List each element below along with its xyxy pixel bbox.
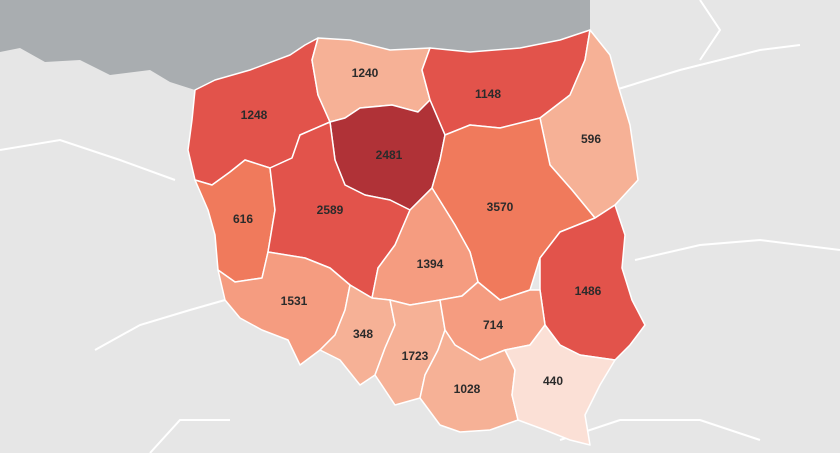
- value-label-slaskie: 1723: [402, 349, 429, 363]
- value-label-lodzkie: 1394: [417, 257, 444, 271]
- value-label-mazowieckie: 3570: [487, 200, 514, 214]
- value-label-opolskie: 348: [353, 327, 373, 341]
- value-label-lubuskie: 616: [233, 212, 253, 226]
- value-label-podkarpackie: 440: [543, 374, 563, 388]
- value-label-dolnoslaskie: 1531: [281, 294, 308, 308]
- value-label-pomorskie: 1240: [352, 66, 379, 80]
- value-label-warminsko-mazurskie: 1148: [475, 87, 501, 101]
- value-label-lubelskie: 1486: [575, 284, 602, 298]
- value-label-podlaskie: 596: [581, 132, 601, 146]
- value-label-zachodniopomorskie: 1248: [241, 108, 268, 122]
- value-label-swietokrzyskie: 714: [483, 318, 503, 332]
- value-label-malopolskie: 1028: [454, 382, 481, 396]
- value-label-wielkopolskie: 2589: [317, 203, 344, 217]
- region-podkarpackie[interactable]: [504, 324, 616, 446]
- value-label-kujawsko-pomorskie: 2481: [376, 148, 403, 162]
- baltic-sea: [0, 0, 590, 90]
